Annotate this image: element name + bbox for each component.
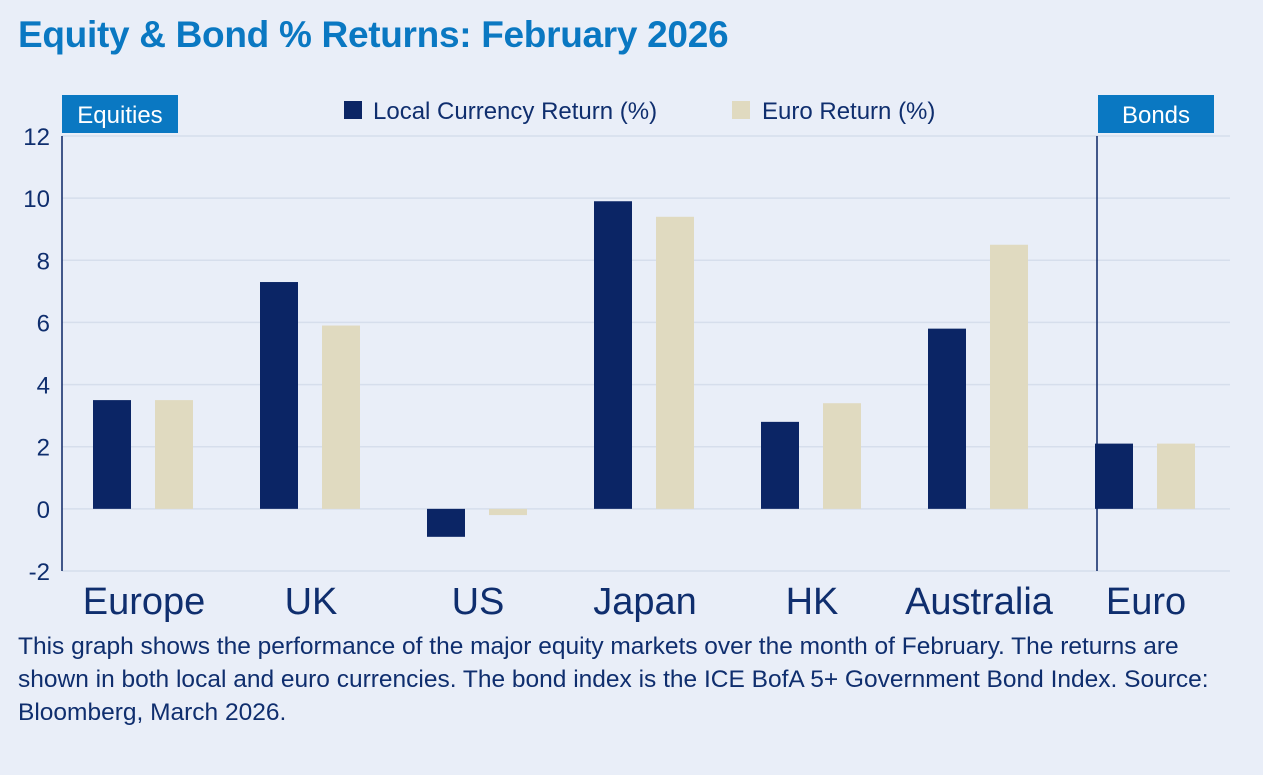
y-tick-label: 12 <box>23 124 50 151</box>
legend-label-euro: Euro Return (%) <box>762 98 935 125</box>
y-tick-label: 10 <box>23 186 50 213</box>
category-label: Japan <box>593 581 697 623</box>
bar-local-hk <box>761 421 799 509</box>
category-labels: Europe UK US Japan HK Australia Euro <box>83 581 1186 623</box>
category-label: HK <box>786 581 839 623</box>
legend-swatch-euro <box>732 101 750 119</box>
chart-title: Equity & Bond % Returns: February 2026 <box>18 14 729 55</box>
y-tick-label: 4 <box>37 373 50 400</box>
y-tick-label: 6 <box>37 310 50 337</box>
bar-local-europe <box>93 400 131 509</box>
equities-tag-label: Equities <box>77 102 162 129</box>
y-axis-ticks: 12 10 8 6 4 2 0 -2 <box>23 124 50 586</box>
y-tick-label: 2 <box>37 435 50 462</box>
bar-euro-hk <box>823 403 861 509</box>
category-label: UK <box>285 581 338 623</box>
bar-euro-japan <box>656 216 694 509</box>
bar-euro-europe <box>155 400 193 509</box>
bar-local-australia <box>928 328 966 509</box>
bar-euro-australia <box>990 244 1028 509</box>
category-label: Australia <box>905 581 1054 623</box>
equities-tag: Equities <box>62 95 178 133</box>
bar-local-euro <box>1095 443 1133 509</box>
y-tick-label: -2 <box>29 559 50 586</box>
bar-euro-euro <box>1157 443 1195 509</box>
legend: Local Currency Return (%) Euro Return (%… <box>344 98 935 125</box>
category-label: Europe <box>83 581 206 623</box>
equities-tag-bg <box>62 95 178 133</box>
bar-local-uk <box>260 282 298 509</box>
bars-group <box>93 201 1195 537</box>
bonds-tag: Bonds <box>1098 95 1214 133</box>
bar-local-us <box>427 508 465 537</box>
category-label: US <box>452 581 505 623</box>
y-tick-label: 0 <box>37 497 50 524</box>
bar-local-japan <box>594 201 632 509</box>
category-label: Euro <box>1106 581 1186 623</box>
bar-euro-uk <box>322 325 360 509</box>
legend-label-local: Local Currency Return (%) <box>373 98 657 125</box>
bar-euro-us <box>489 508 527 516</box>
legend-swatch-local <box>344 101 362 119</box>
chart-caption: This graph shows the performance of the … <box>18 633 1209 726</box>
y-tick-label: 8 <box>37 248 50 275</box>
gridlines <box>62 135 1230 572</box>
bonds-tag-label: Bonds <box>1122 102 1190 129</box>
bonds-tag-bg <box>1098 95 1214 133</box>
